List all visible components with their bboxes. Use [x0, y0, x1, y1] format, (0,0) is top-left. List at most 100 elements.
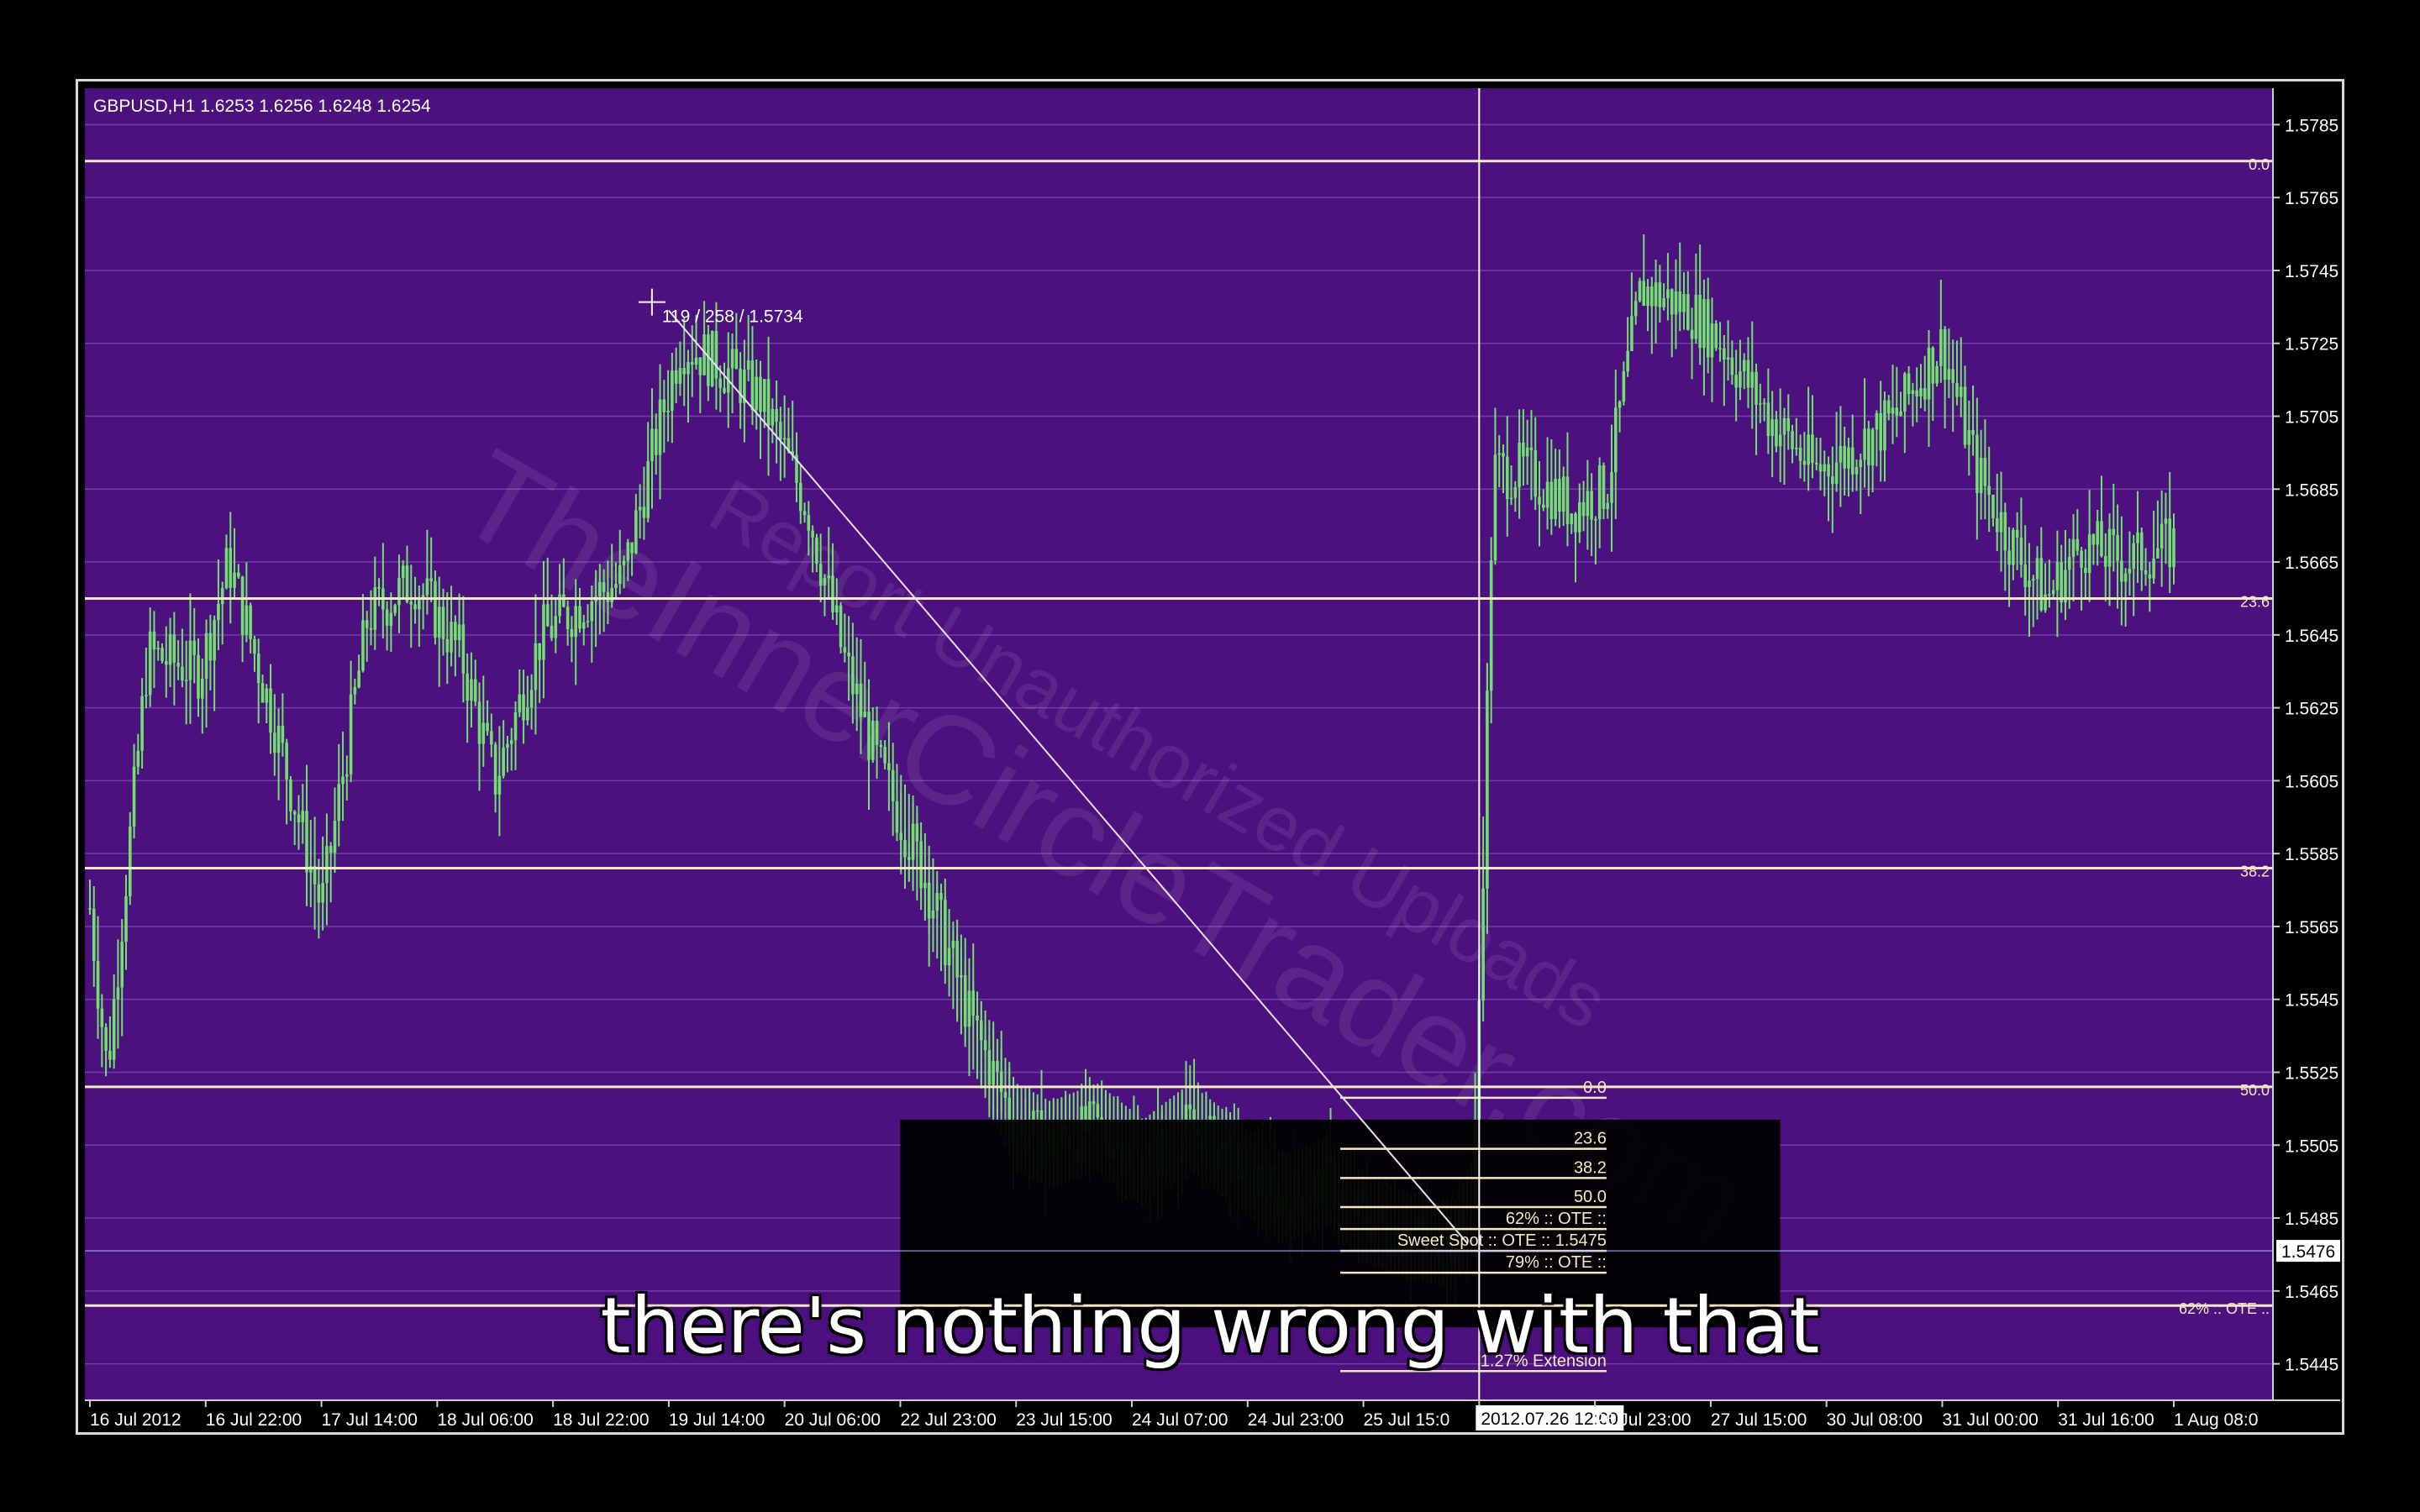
candle-body [1710, 323, 1714, 358]
candle-body [1606, 502, 1610, 509]
candle-body [2067, 556, 2071, 570]
candle-body [1927, 347, 1931, 400]
y-tick-label: 1.5605 [2285, 772, 2338, 791]
candle-body [192, 640, 197, 655]
candle-body [1489, 560, 1493, 691]
candle-body [160, 648, 164, 661]
candle-body [1702, 299, 1706, 349]
candle-body [313, 866, 317, 885]
candle-body [2116, 534, 2119, 561]
candle-body [678, 368, 682, 384]
crosshair-time-label: 2012.07.26 12:00 [1481, 1410, 1618, 1429]
candle-body [108, 1050, 112, 1060]
candle-body [112, 999, 116, 1060]
chart-window[interactable]: Report Unauthorized Uploads TheInnerCircl… [76, 79, 2344, 1435]
candle-body [441, 606, 445, 639]
candle-body [217, 604, 220, 621]
candle-body [574, 606, 577, 638]
candle-body [2051, 590, 2055, 595]
candle-body [1525, 447, 1529, 457]
candle-body [827, 575, 831, 579]
candle-body [2031, 579, 2035, 581]
candle-body [1850, 447, 1854, 475]
candle-body [2012, 529, 2015, 565]
candle-body [529, 690, 534, 708]
candle-body [1545, 481, 1549, 508]
candle-body [1911, 390, 1915, 395]
candle-body [518, 694, 522, 713]
candle-body [305, 811, 308, 873]
candle-body [421, 595, 425, 598]
candle-body [750, 360, 755, 410]
candle-body [333, 821, 337, 853]
candle-body [1538, 496, 1541, 505]
candle-body [702, 334, 706, 375]
candle-body [1899, 411, 1902, 416]
candle-body [739, 368, 742, 403]
candle-body [542, 604, 545, 660]
candle-body [855, 683, 859, 695]
candle-body [1518, 442, 1521, 488]
candle-body [104, 1026, 108, 1051]
candle-body [1879, 412, 1882, 451]
candle-body [429, 578, 433, 581]
candle-body [1782, 417, 1786, 435]
candle-body [285, 743, 288, 780]
candle-body [1554, 479, 1557, 520]
candle-body [437, 606, 441, 638]
x-tick-label: 18 Jul 06:00 [437, 1410, 533, 1430]
candle-body [1529, 447, 1534, 450]
candle-body [802, 511, 807, 516]
candle-body [1522, 442, 1525, 457]
x-tick-label: 1 Aug 08:0 [2174, 1410, 2258, 1430]
chart-svg[interactable]: Report Unauthorized UploadsTheInnerCircl… [78, 81, 2342, 1432]
fib-level-label: 50.0 [2240, 1082, 2270, 1099]
candle-body [1577, 501, 1581, 533]
candle-body [156, 648, 160, 650]
candle-body [2096, 521, 2100, 545]
candle-body [1867, 428, 1870, 466]
candle-body [694, 357, 698, 365]
candle-body [357, 670, 360, 688]
candle-body [1778, 434, 1782, 447]
candle-body [409, 601, 413, 605]
y-tick-label: 1.5645 [2285, 627, 2338, 646]
candle-body [2136, 532, 2139, 543]
candle-body [759, 376, 762, 412]
candle-body [1534, 449, 1538, 497]
current-price-tag [2276, 1240, 2340, 1263]
candle-body [1915, 390, 1918, 396]
candle-body [590, 601, 594, 622]
candle-body [120, 942, 124, 988]
candle-body [1839, 445, 1843, 463]
candle-body [718, 378, 723, 388]
candle-body [1903, 373, 1907, 412]
candle-body [256, 654, 260, 684]
candle-body [687, 362, 690, 375]
x-tick-label: 31 Jul 00:00 [1942, 1410, 2038, 1430]
candle-body [365, 620, 369, 628]
candle-body [470, 679, 473, 701]
candle-body [1834, 462, 1839, 485]
candle-body [301, 811, 305, 822]
x-tick-label: 23 Jul 15:00 [1016, 1410, 1112, 1430]
candle-body [377, 587, 381, 589]
candle-body [88, 908, 92, 910]
candle-body [690, 362, 694, 365]
candle-body [181, 666, 184, 681]
candle-body [1594, 519, 1597, 521]
candle-body [353, 687, 357, 695]
y-tick-label: 1.5505 [2285, 1137, 2338, 1156]
candle-body [766, 379, 771, 426]
candle-body [1622, 371, 1626, 402]
current-price-label: 1.5476 [2281, 1242, 2335, 1262]
candle-body [823, 578, 827, 585]
inner-fib-label: 79% :: OTE :: [1506, 1253, 1607, 1272]
candle-body [490, 731, 493, 745]
candle-body [281, 726, 285, 743]
candle-body [454, 622, 457, 641]
candle-body [506, 743, 509, 748]
y-tick-label: 1.5545 [2285, 991, 2338, 1011]
candle-body [96, 961, 100, 1009]
candle-body [418, 597, 421, 610]
